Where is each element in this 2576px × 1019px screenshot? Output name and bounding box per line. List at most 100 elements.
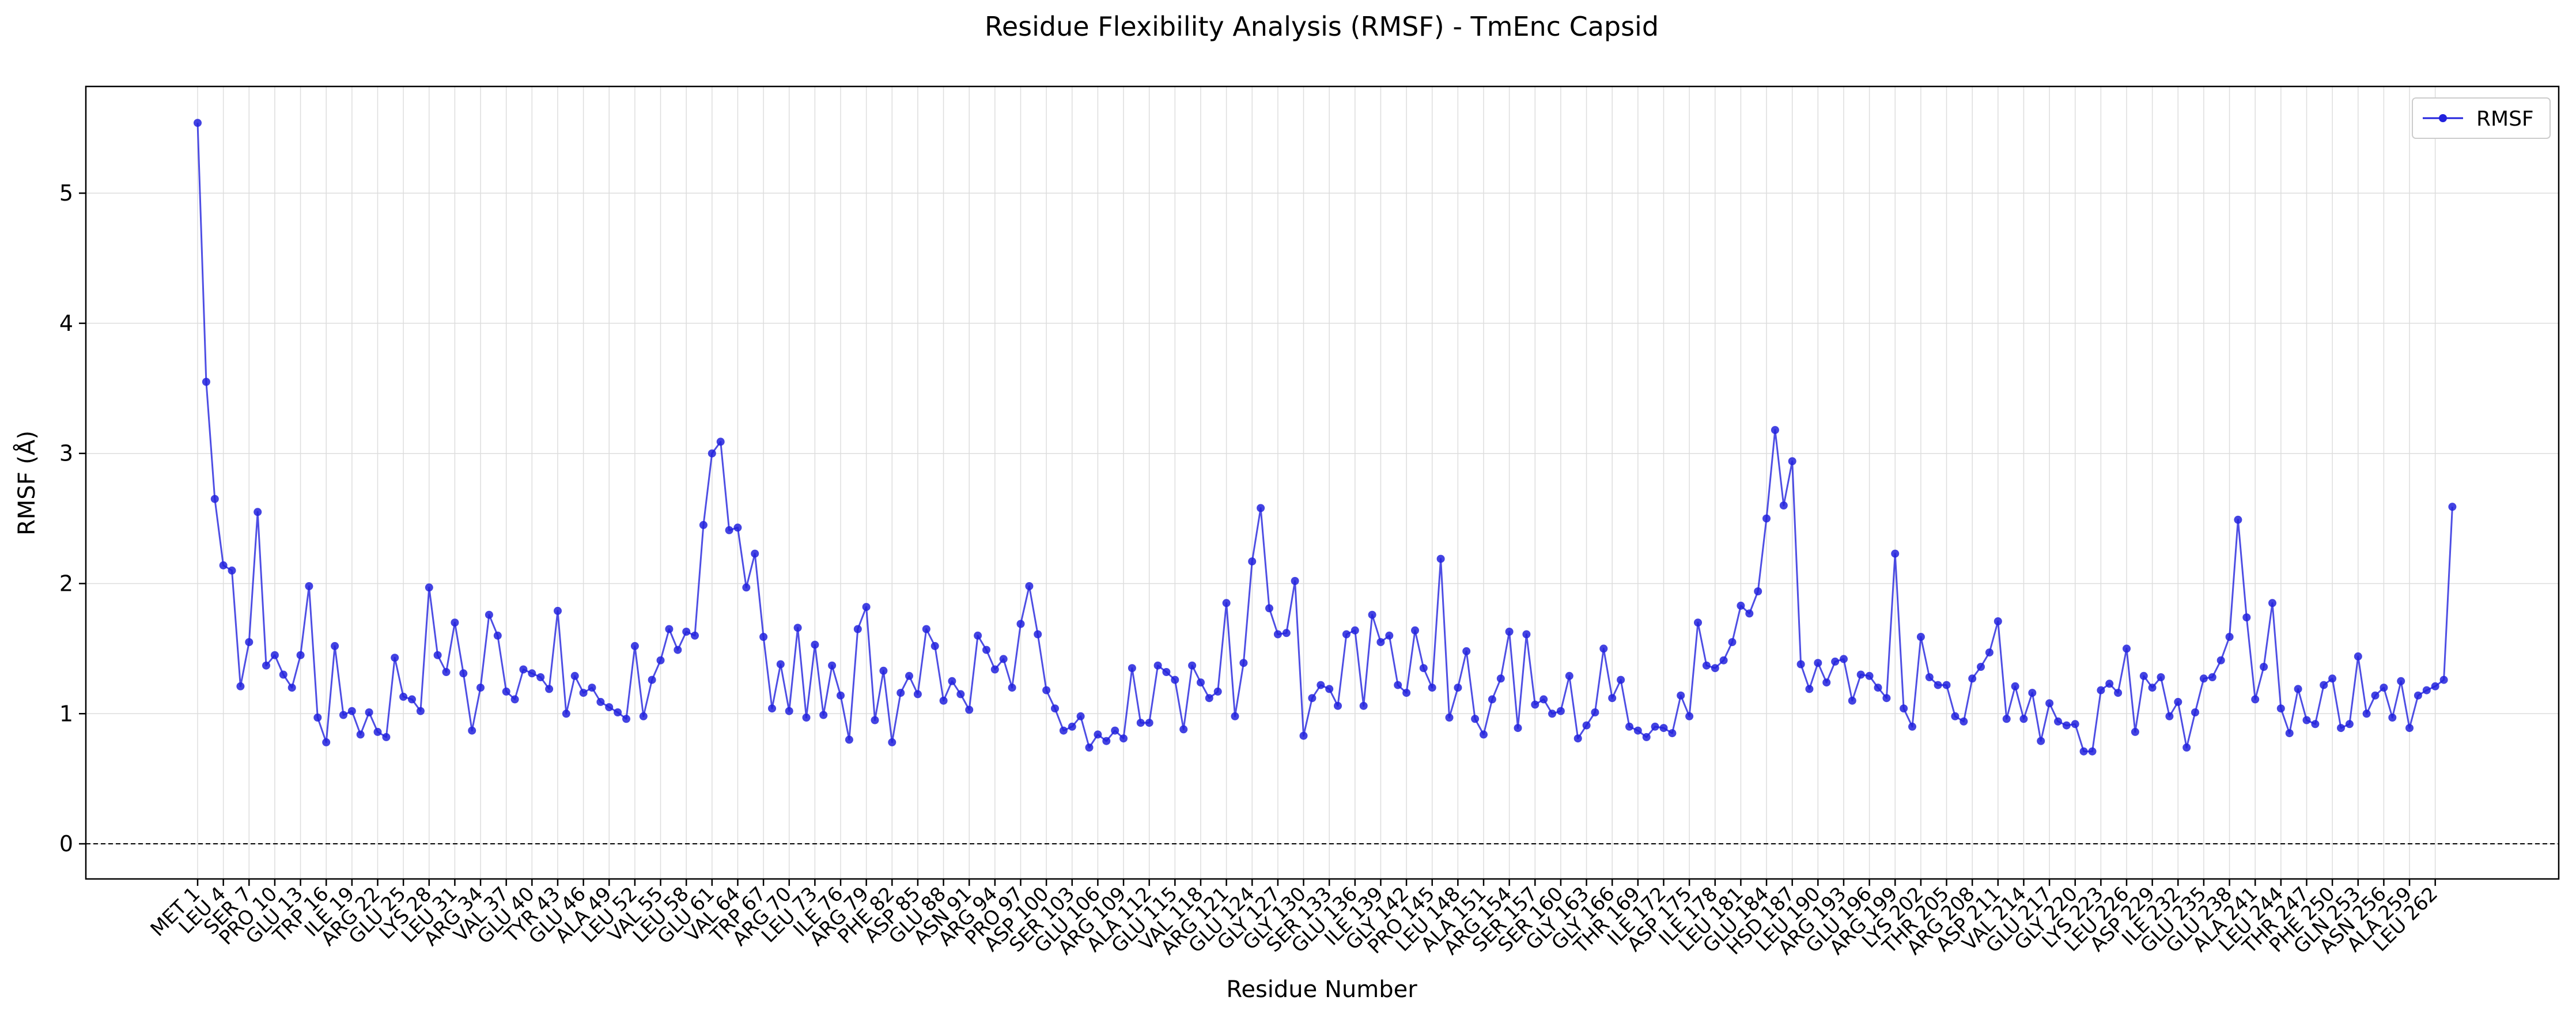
- data-point: [2114, 689, 2123, 697]
- data-point: [845, 735, 853, 744]
- data-point: [1094, 730, 1102, 739]
- legend: RMSF: [2412, 97, 2551, 139]
- data-point: [665, 625, 674, 633]
- data-point: [1136, 719, 1145, 727]
- data-point: [1788, 457, 1796, 466]
- data-point: [1925, 673, 1934, 681]
- data-point: [296, 651, 305, 659]
- data-point: [2285, 729, 2294, 738]
- data-point: [1617, 675, 1625, 684]
- data-point: [1059, 726, 1068, 735]
- data-point: [2337, 724, 2345, 733]
- data-point: [254, 508, 262, 516]
- data-point: [1419, 664, 1428, 673]
- data-point: [965, 705, 974, 714]
- data-point: [2431, 682, 2439, 690]
- data-point: [2045, 699, 2054, 708]
- data-point: [1239, 659, 1248, 667]
- data-point: [622, 715, 630, 723]
- data-point: [2191, 708, 2199, 716]
- data-point: [468, 726, 476, 735]
- data-point: [1573, 734, 1582, 743]
- data-point: [202, 378, 210, 386]
- data-point: [2414, 691, 2422, 700]
- data-point: [1556, 707, 1565, 715]
- data-point: [1188, 661, 1197, 670]
- data-point: [1668, 729, 1677, 738]
- data-point: [1351, 626, 1359, 635]
- data-point: [2388, 714, 2397, 722]
- data-point: [1762, 514, 1771, 523]
- plot-frame: [85, 85, 2560, 880]
- data-point: [245, 638, 254, 647]
- data-point: [1076, 712, 1085, 720]
- data-point: [2097, 686, 2105, 695]
- data-point: [1308, 694, 1317, 703]
- data-point: [288, 684, 296, 692]
- data-point: [1445, 714, 1454, 722]
- data-point: [433, 651, 442, 659]
- data-point: [1805, 685, 1814, 693]
- data-point: [1900, 704, 1908, 713]
- data-point: [939, 696, 948, 705]
- grid-lines: [86, 86, 2559, 879]
- data-point: [459, 669, 468, 678]
- data-point: [2302, 716, 2311, 724]
- data-point: [570, 671, 579, 680]
- data-point: [2165, 712, 2174, 720]
- data-point: [1111, 726, 1119, 735]
- data-point: [1025, 582, 1034, 590]
- data-point: [1831, 657, 1840, 666]
- data-point: [1291, 577, 1299, 585]
- data-point: [1411, 626, 1419, 635]
- data-point: [194, 119, 202, 127]
- data-point: [948, 677, 956, 685]
- data-point: [1737, 601, 1745, 610]
- data-point: [1882, 694, 1891, 703]
- data-point: [1016, 620, 1025, 628]
- data-point: [545, 685, 554, 693]
- legend-marker-swatch: [2439, 114, 2447, 122]
- data-point: [339, 711, 347, 719]
- data-point: [1034, 630, 1042, 639]
- data-point: [1222, 599, 1231, 607]
- data-point: [1531, 700, 1539, 709]
- data-point: [699, 520, 708, 529]
- data-point: [1651, 722, 1659, 731]
- data-point: [2225, 633, 2234, 641]
- data-point: [1608, 694, 1617, 703]
- data-point: [305, 582, 313, 590]
- data-point: [1771, 426, 1779, 435]
- data-point: [879, 666, 888, 675]
- data-point: [2208, 673, 2216, 681]
- data-point: [768, 704, 776, 713]
- data-point: [1102, 737, 1111, 745]
- data-point: [382, 733, 391, 741]
- data-point: [2062, 721, 2071, 730]
- data-point: [1711, 664, 1719, 673]
- data-point: [1891, 549, 1900, 558]
- data-point: [1908, 722, 1916, 731]
- data-point: [2071, 720, 2079, 729]
- data-point: [1334, 701, 1342, 710]
- data-point: [837, 691, 845, 700]
- data-point: [2405, 724, 2414, 733]
- data-point: [1916, 633, 1925, 641]
- data-point: [1213, 687, 1222, 696]
- data-point: [1548, 709, 1556, 718]
- data-point: [236, 682, 245, 690]
- data-point: [1299, 731, 1308, 740]
- data-point: [2139, 671, 2148, 680]
- data-point: [588, 684, 596, 692]
- data-point: [2345, 720, 2354, 729]
- data-point: [1779, 501, 1788, 509]
- data-point: [871, 716, 879, 724]
- y-tick-label: 2: [59, 571, 73, 596]
- data-point: [930, 641, 939, 650]
- data-point: [1994, 617, 2002, 625]
- data-point: [1085, 744, 1094, 752]
- y-axis-label: RMSF (Å): [13, 431, 40, 535]
- data-point: [1977, 663, 1985, 671]
- data-point: [313, 714, 322, 722]
- series-line-rmsf: [196, 123, 2453, 753]
